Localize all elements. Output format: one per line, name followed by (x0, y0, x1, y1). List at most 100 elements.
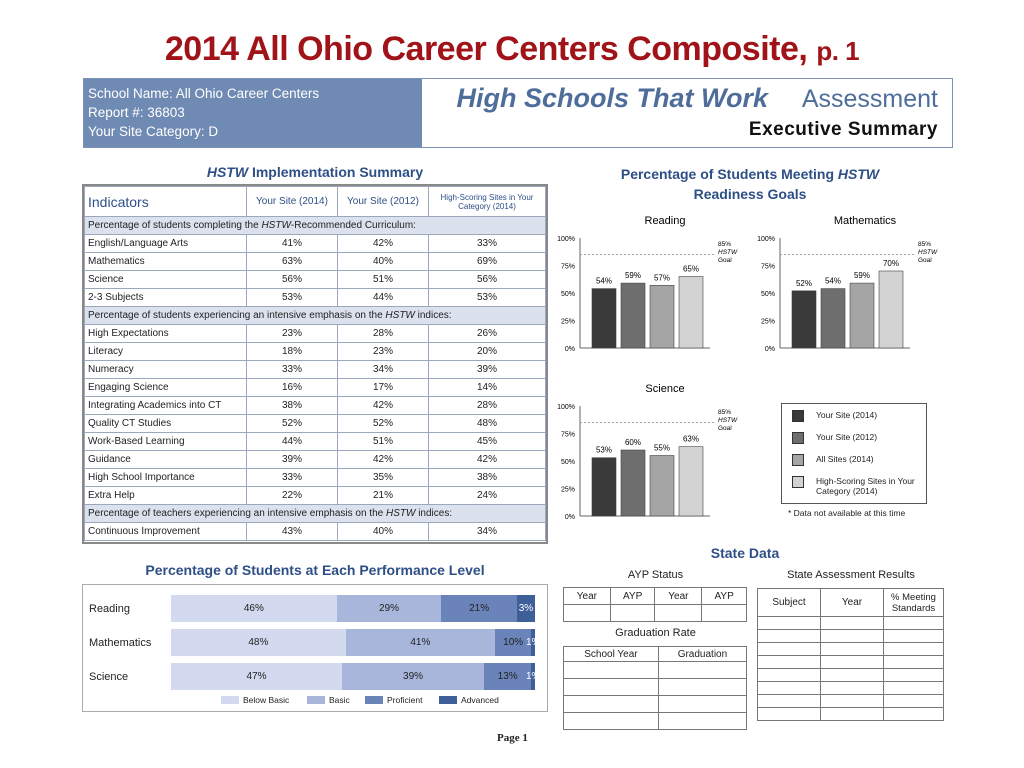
assess-col-year: Year (820, 588, 884, 617)
table-row: Mathematics 63% 40% 69% (84, 252, 546, 271)
legend-item: All Sites (2014) (792, 454, 874, 466)
graduation-table: School Year Graduation (563, 646, 748, 730)
bar-value-label: 52% (796, 279, 812, 288)
y-tick-label: 25% (761, 319, 775, 326)
legend-swatch (792, 432, 804, 444)
legend-swatch (439, 696, 457, 704)
value-site-2012: 17% (337, 378, 429, 397)
goal-label: Goal (918, 257, 932, 264)
table-row: Literacy 18% 23% 20% (84, 342, 546, 361)
chart-bar (591, 457, 617, 517)
table-cell (883, 681, 944, 695)
chart-bar (620, 449, 646, 517)
table-row: Integrating Academics into CT 38% 42% 28% (84, 396, 546, 415)
value-site-2014: 41% (246, 234, 338, 253)
table-cell (883, 642, 944, 656)
indicator-name: Numeracy (84, 360, 247, 379)
performance-segment: 1% (526, 629, 540, 656)
table-cell (563, 712, 659, 730)
indicator-name: Mathematics (84, 252, 247, 271)
bar-value-label: 60% (625, 438, 641, 447)
chart-bar (649, 285, 675, 349)
assess-col-meeting: % Meeting Standards (883, 588, 944, 617)
value-site-2014: 33% (246, 360, 338, 379)
value-high-scoring: 33% (428, 234, 546, 253)
goal-label: 85% (918, 241, 931, 248)
table-cell (757, 629, 821, 643)
goal-label: HSTW (718, 249, 738, 256)
col-site-2012: Your Site (2012) (337, 186, 429, 217)
y-tick-label: 25% (561, 319, 575, 326)
ayp-title: AYP Status (627, 569, 684, 581)
chart-bar (649, 455, 675, 517)
report-number: Report #: 36803 (88, 105, 185, 120)
y-tick-label: 0% (565, 514, 575, 521)
indicator-name: Extra Help (84, 486, 247, 505)
value-site-2014: 44% (246, 432, 338, 451)
table-cell (883, 707, 944, 721)
value-site-2012: 40% (337, 252, 429, 271)
performance-legend-item: Basic (307, 695, 350, 705)
value-high-scoring: 69% (428, 252, 546, 271)
performance-segment: 1% (526, 663, 540, 690)
implementation-title: HSTW Implementation Summary (206, 164, 424, 180)
table-cell (657, 695, 748, 713)
performance-row-label: Reading (89, 603, 130, 615)
value-site-2014: 16% (246, 378, 338, 397)
chart-title: Mathematics (834, 215, 897, 227)
school-info: School Name: All Ohio Career Centers Rep… (84, 79, 422, 147)
implementation-grid: Indicators Your Site (2014) Your Site (2… (84, 186, 546, 541)
table-row: High Expectations 23% 28% 26% (84, 324, 546, 343)
value-site-2014: 56% (246, 270, 338, 289)
chart-bar (620, 282, 646, 349)
bar-value-label: 55% (654, 444, 670, 453)
table-cell (657, 678, 748, 696)
col-site-2014: Your Site (2014) (246, 186, 338, 217)
y-tick-label: 75% (761, 264, 775, 271)
assessment-results-title: State Assessment Results (787, 569, 915, 581)
ayp-col-ayp: AYP (609, 587, 656, 605)
table-cell (563, 678, 659, 696)
table-cell (563, 604, 611, 622)
table-cell (757, 668, 821, 682)
performance-segment: 41% (345, 629, 495, 656)
value-high-scoring: 53% (428, 288, 546, 307)
table-cell (820, 681, 884, 695)
legend-swatch (792, 476, 804, 488)
table-cell (820, 694, 884, 708)
legend-item: High-Scoring Sites in Your Category (201… (792, 476, 916, 496)
value-site-2012: 51% (337, 432, 429, 451)
performance-segment: 21% (441, 595, 517, 622)
table-cell (883, 629, 944, 643)
y-tick-label: 75% (561, 264, 575, 271)
value-high-scoring: 14% (428, 378, 546, 397)
data-note: * Data not available at this time (788, 508, 906, 518)
value-high-scoring: 38% (428, 468, 546, 487)
performance-title: Percentage of Students at Each Performan… (145, 562, 485, 578)
value-site-2012: 34% (337, 360, 429, 379)
indicator-name: 2-3 Subjects (84, 288, 247, 307)
site-category: Your Site Category: D (88, 124, 219, 139)
y-tick-label: 50% (561, 291, 575, 298)
table-cell (820, 655, 884, 669)
hstw-logo-text: High Schools That Work (456, 83, 768, 113)
value-site-2014: 52% (246, 414, 338, 433)
chart-bar (791, 290, 817, 349)
y-tick-label: 75% (561, 432, 575, 439)
indicator-name: Engaging Science (84, 378, 247, 397)
value-site-2014: 18% (246, 342, 338, 361)
y-tick-label: 0% (765, 346, 775, 353)
chart-bar (820, 288, 846, 349)
table-row: Quality CT Studies 52% 52% 48% (84, 414, 546, 433)
value-high-scoring: 39% (428, 360, 546, 379)
grad-col-graduation: Graduation (657, 646, 748, 662)
assessment-results-table: Subject Year% Meeting Standards (757, 588, 944, 721)
chart-bar (591, 288, 617, 349)
indicator-name: Continuous Improvement (84, 522, 247, 541)
title-page: p. 1 (816, 36, 860, 66)
readiness-title: Percentage of Students Meeting HSTW Read… (620, 166, 880, 202)
value-site-2012: 51% (337, 270, 429, 289)
table-row: Engaging Science 16% 17% 14% (84, 378, 546, 397)
page-number: Page 1 (497, 732, 528, 744)
legend-item: Your Site (2012) (792, 432, 877, 444)
